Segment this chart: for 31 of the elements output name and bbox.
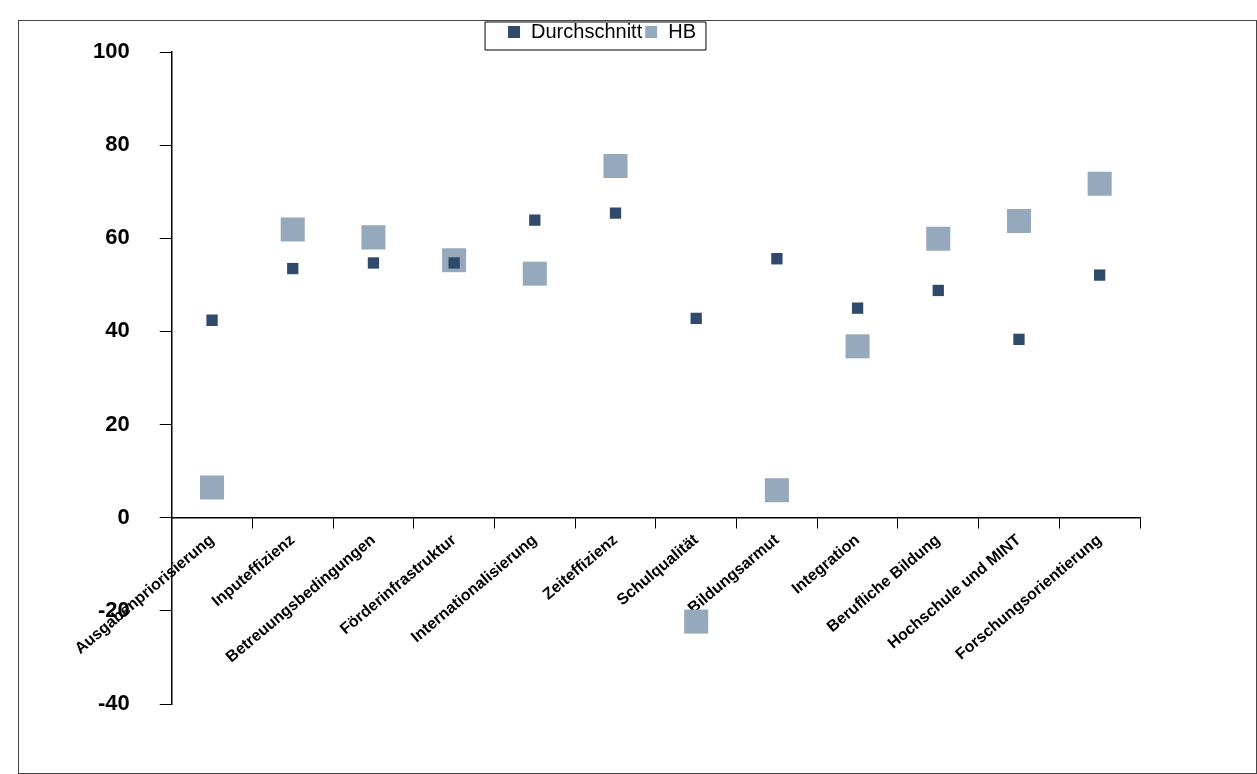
point [603, 154, 628, 179]
point [1013, 333, 1025, 345]
legend-label: HB [668, 19, 696, 42]
point [206, 314, 218, 326]
point [609, 207, 622, 219]
y-tick-label: 40 [105, 317, 130, 343]
point [845, 334, 870, 359]
point [1094, 269, 1106, 281]
point [280, 217, 305, 242]
point [932, 284, 944, 297]
y-tick-label: 80 [105, 131, 130, 157]
point [529, 214, 541, 226]
point [200, 475, 225, 500]
y-tick-label: -40 [97, 690, 130, 716]
y-tick-label: 0 [117, 503, 130, 529]
point [367, 257, 380, 269]
point [771, 253, 783, 265]
point [287, 262, 299, 275]
point [851, 302, 864, 314]
point [690, 312, 702, 325]
y-tick-label: 20 [105, 410, 130, 436]
point [522, 261, 547, 286]
legend-label: Durchschnitt [531, 19, 643, 42]
y-tick-label: 60 [105, 224, 130, 250]
point [926, 226, 951, 251]
point [361, 225, 386, 250]
point [684, 609, 709, 634]
point [1087, 171, 1112, 196]
point [764, 478, 789, 503]
point [1006, 209, 1031, 234]
y-tick-label: 100 [92, 38, 130, 64]
